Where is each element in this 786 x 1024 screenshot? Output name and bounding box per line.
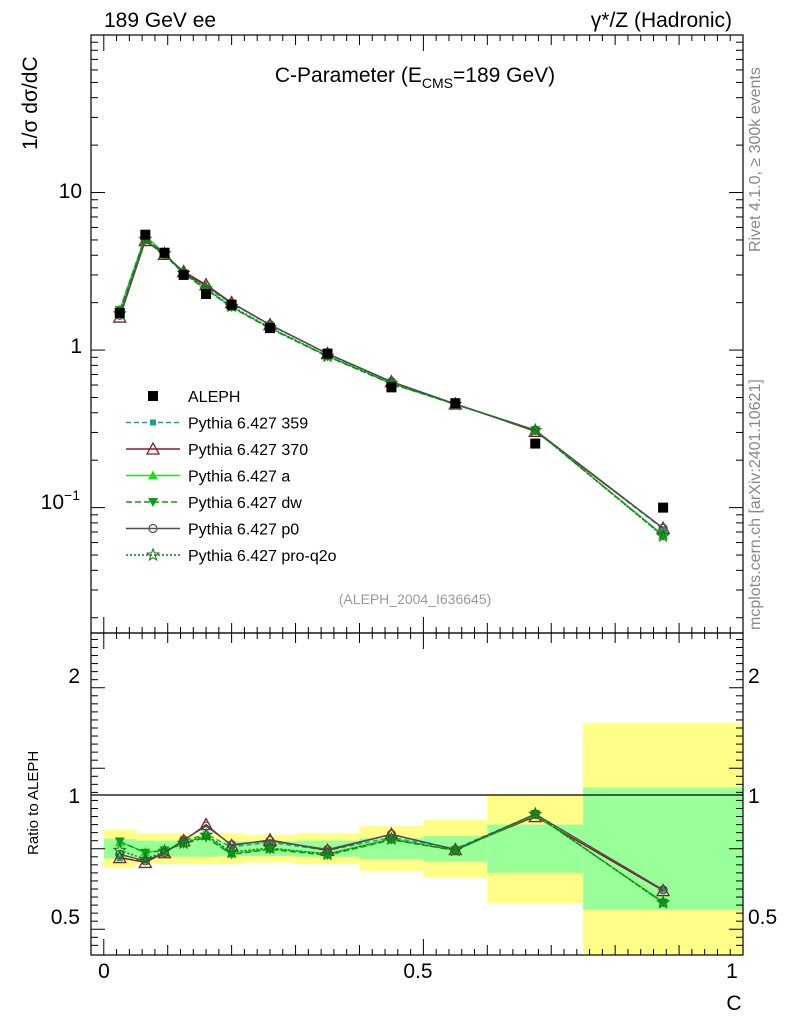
main-frame bbox=[90, 34, 744, 634]
ytick-label-0.1-exponent: −1 bbox=[64, 487, 80, 503]
ratio-point-p0 bbox=[140, 856, 150, 866]
xtick-label-1: 1 bbox=[726, 960, 738, 983]
ratio-point-p0 bbox=[115, 849, 125, 859]
ratio-point-p0 bbox=[322, 844, 333, 855]
ratio-point-pro-q2o bbox=[112, 842, 127, 857]
ratio-point-pro-q2o bbox=[262, 840, 278, 855]
header-right: γ*/Z (Hadronic) bbox=[591, 9, 732, 32]
main-point-ALEPH bbox=[658, 502, 669, 513]
ratio-point-p0 bbox=[159, 848, 170, 858]
main-point-ALEPH bbox=[140, 229, 151, 240]
ratio-point-pro-q2o bbox=[655, 895, 671, 909]
ratio-point-pro-q2o bbox=[176, 835, 191, 850]
legend-label-dw: Pythia 6.427 dw bbox=[188, 495, 302, 512]
main-point-ALEPH bbox=[322, 348, 333, 359]
main-title-tail: =189 GeV) bbox=[453, 64, 555, 87]
ratio-point-dw bbox=[386, 835, 397, 845]
main-title-subscript: CMS bbox=[422, 75, 453, 91]
xlabel: C bbox=[726, 992, 741, 1015]
main-title: C-Parameter (ECMS=189 GeV) bbox=[275, 64, 555, 91]
ratio-point-pro-q2o bbox=[384, 831, 399, 846]
ratio-point-pro-q2o bbox=[528, 806, 543, 821]
main-point-ALEPH bbox=[201, 288, 212, 299]
legend-label-p0: Pythia 6.427 p0 bbox=[188, 522, 299, 539]
main-point-ALEPH bbox=[264, 323, 275, 334]
ratio-ytick-0.5-left: 0.5 bbox=[51, 906, 80, 929]
ratio-point-pro-q2o bbox=[198, 827, 214, 842]
ratio-point-pro-q2o bbox=[224, 844, 239, 859]
legend-marker-dw bbox=[148, 498, 158, 507]
header-left: 189 GeV ee bbox=[104, 9, 216, 32]
ratio-point-p0 bbox=[386, 829, 397, 839]
ratio-point-pro-q2o bbox=[138, 851, 153, 866]
legend-marker-370 bbox=[145, 441, 161, 455]
main-point-ALEPH bbox=[450, 398, 461, 409]
legend-label-a: Pythia 6.427 a bbox=[188, 469, 290, 486]
legend: ALEPH Pythia 6.427 359 Pythia 6.427 370 Pyt… bbox=[126, 389, 337, 565]
main-point-pro-q2o bbox=[656, 528, 671, 543]
rivet-label: Rivet 4.1.0, ≥ 300k events bbox=[747, 67, 764, 252]
main-series bbox=[112, 229, 671, 543]
ratio-point-dw bbox=[114, 837, 125, 847]
legend-marker-a bbox=[148, 470, 158, 480]
ytick-label-10: 10 bbox=[59, 180, 82, 203]
xtick-label-0: 0 bbox=[98, 960, 110, 983]
main-title-text: C-Parameter (E bbox=[275, 64, 422, 87]
ytick-label-1: 1 bbox=[70, 335, 82, 358]
band-inner bbox=[193, 840, 219, 857]
legend-label-pro-q2o: Pythia 6.427 pro-q2o bbox=[188, 548, 337, 565]
mcplots-label: mcplots.cern.ch [arXiv:2401.10621] bbox=[747, 379, 764, 630]
legend-label-359: Pythia 6.427 359 bbox=[188, 416, 308, 433]
legend-marker-pro-q2o bbox=[145, 547, 161, 562]
main-point-ALEPH bbox=[226, 299, 237, 310]
ratio-series bbox=[112, 806, 671, 909]
main-ylabel: 1/σ dσ/dC bbox=[19, 56, 42, 150]
main-point-ALEPH bbox=[386, 382, 397, 393]
ytick-label-0.1: 10−1 bbox=[41, 487, 81, 514]
axes bbox=[90, 34, 744, 956]
ratio-uncertainty-bands bbox=[103, 723, 743, 955]
ratio-ytick-0.5-right: 0.5 bbox=[748, 906, 777, 929]
main-point-ALEPH bbox=[530, 438, 541, 449]
main-point-ALEPH bbox=[159, 247, 170, 258]
main-point-p0 bbox=[658, 523, 668, 533]
legend-marker-ALEPH bbox=[148, 391, 158, 401]
ratio-point-pro-q2o bbox=[320, 846, 335, 861]
main-point-ALEPH bbox=[178, 269, 189, 280]
analysis-watermark: (ALEPH_2004_I636645) bbox=[339, 591, 492, 607]
ratio-ytick-2-left: 2 bbox=[68, 665, 80, 688]
band-inner bbox=[487, 824, 584, 873]
legend-marker-p0 bbox=[148, 523, 158, 534]
xtick-label-0.5: 0.5 bbox=[403, 960, 432, 983]
ratio-ytick-2-right: 2 bbox=[748, 665, 760, 688]
main-line-dw bbox=[119, 235, 664, 537]
ytick-label-0.1-base: 10 bbox=[41, 491, 64, 514]
main-point-pro-q2o bbox=[528, 422, 543, 437]
ratio-point-pro-q2o bbox=[448, 842, 463, 857]
legend-marker-359 bbox=[150, 419, 156, 426]
ratio-point-p0 bbox=[265, 836, 275, 846]
ratio-ytick-1-left: 1 bbox=[68, 785, 80, 808]
main-point-ALEPH bbox=[114, 307, 125, 318]
ratio-point-p0 bbox=[227, 840, 237, 850]
legend-label-370: Pythia 6.427 370 bbox=[188, 442, 308, 459]
ratio-ylabel: Ratio to ALEPH bbox=[25, 751, 42, 855]
ratio-ytick-1-right: 1 bbox=[748, 785, 760, 808]
legend-label-ALEPH: ALEPH bbox=[188, 389, 240, 406]
ratio-point-p0 bbox=[658, 885, 668, 895]
ratio-point-pro-q2o bbox=[157, 843, 172, 858]
ratio-frame bbox=[90, 632, 744, 956]
